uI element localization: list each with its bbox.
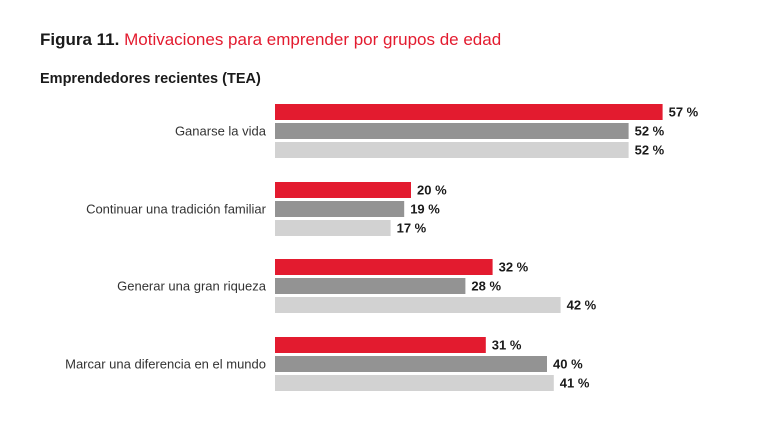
category-label: Continuar una tradición familiar <box>86 202 267 217</box>
figure-title: Figura 11. Motivaciones para emprender p… <box>40 30 501 50</box>
figure-title-text: Motivaciones para emprender por grupos d… <box>124 30 502 49</box>
bar <box>275 297 561 313</box>
bar <box>275 201 405 217</box>
value-label: 41 % <box>560 376 590 391</box>
bar <box>275 104 663 120</box>
bar <box>275 356 547 372</box>
category-label: Generar una gran riqueza <box>117 279 267 294</box>
category-label: Marcar una diferencia en el mundo <box>65 357 266 372</box>
category-label: Ganarse la vida <box>175 124 267 139</box>
value-label: 20 % <box>417 183 447 198</box>
figure-number: Figura 11. <box>40 30 120 49</box>
value-label: 52 % <box>635 143 665 158</box>
bar <box>275 259 493 275</box>
value-label: 42 % <box>567 298 597 313</box>
value-label: 31 % <box>492 338 522 353</box>
value-label: 28 % <box>471 279 501 294</box>
value-label: 19 % <box>410 202 440 217</box>
chart-subtitle: Emprendedores recientes (TEA) <box>40 71 261 87</box>
bar <box>275 278 466 294</box>
bar <box>275 123 629 139</box>
bar <box>275 220 391 236</box>
value-label: 52 % <box>635 124 665 139</box>
bar <box>275 182 411 198</box>
bar <box>275 337 486 353</box>
value-label: 17 % <box>397 221 427 236</box>
value-label: 57 % <box>669 105 699 120</box>
value-label: 40 % <box>553 357 583 372</box>
bar <box>275 142 629 158</box>
bar <box>275 375 554 391</box>
value-label: 32 % <box>499 260 529 275</box>
